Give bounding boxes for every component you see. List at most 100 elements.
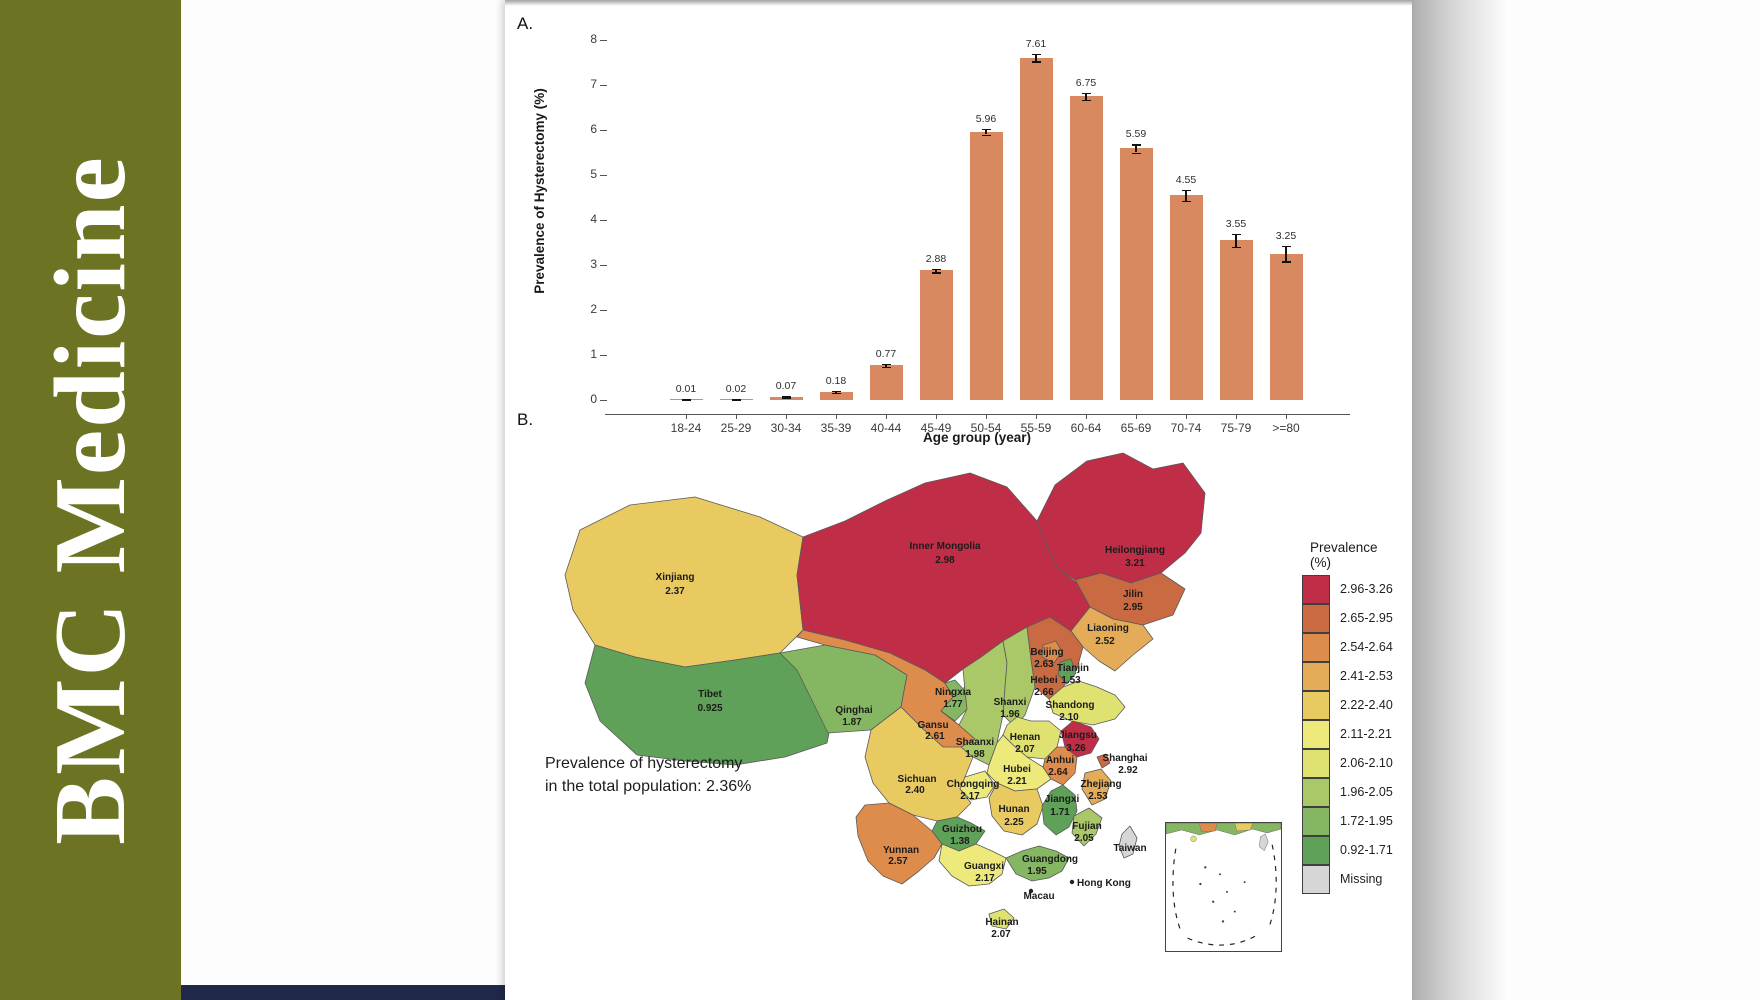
y-tick-mark xyxy=(600,265,607,267)
x-tick-mark xyxy=(1286,414,1288,419)
province-label: Beijing xyxy=(1030,647,1063,658)
province-label: Hunan xyxy=(998,804,1029,815)
province-shape-chongqing xyxy=(959,770,996,801)
bar-value-label: 5.59 xyxy=(1125,128,1147,141)
bar xyxy=(1169,195,1203,400)
x-tick-mark xyxy=(1086,414,1088,419)
bar-value-label: 0.77 xyxy=(875,348,897,360)
x-tick-label: 40-44 xyxy=(870,421,902,435)
y-tick-mark xyxy=(600,130,607,132)
bar-chart-plot-area: 0 1 2 3 4 5 6 7 8 0.01 18-24 0.02 25-29 0.07 30-34 0.18… xyxy=(590,0,1350,435)
inset-dash-line xyxy=(1267,844,1277,930)
error-bar xyxy=(1185,189,1187,201)
province-label: Ningxia xyxy=(935,687,972,698)
error-bar-cap xyxy=(881,366,891,369)
province-value: 2.64 xyxy=(1048,767,1068,778)
error-bar-cap xyxy=(1281,261,1291,263)
legend-label: 2.41-2.53 xyxy=(1340,669,1393,683)
error-bar-cap xyxy=(1181,189,1191,192)
error-bar-cap xyxy=(881,364,891,366)
panel-b-label: B. xyxy=(517,410,534,429)
province-label: Jiangxi xyxy=(1045,794,1080,805)
x-tick-mark xyxy=(886,414,888,419)
error-bar-cap xyxy=(1131,144,1141,146)
y-tick-label: 1 xyxy=(590,347,597,361)
inset-island-dots xyxy=(1199,866,1246,923)
y-tick-label: 8 xyxy=(590,32,597,46)
error-bar-cap xyxy=(1081,92,1091,95)
province-shape-shandong xyxy=(1048,680,1126,726)
x-tick-mark xyxy=(836,414,838,419)
inset-coast-patch xyxy=(1234,823,1253,832)
error-bar xyxy=(1285,246,1287,262)
y-tick-label: 5 xyxy=(590,167,597,181)
inset-coastline xyxy=(1166,823,1281,836)
y-tick-label: 6 xyxy=(590,122,597,136)
legend-swatch xyxy=(1302,691,1330,720)
x-axis-title: Age group (year) xyxy=(922,430,1031,445)
inset-taiwan xyxy=(1259,833,1269,852)
inset-dash-line xyxy=(1187,933,1259,946)
province-value: 1.38 xyxy=(950,836,970,847)
legend-label: 2.06-2.10 xyxy=(1340,756,1393,770)
province-value: 1.71 xyxy=(1050,807,1070,818)
province-label: Jilin xyxy=(1123,589,1143,600)
error-bar xyxy=(1135,144,1137,153)
province-label: Shaanxi xyxy=(956,737,995,748)
bar xyxy=(919,270,953,400)
x-tick-label: 65-69 xyxy=(1120,421,1152,435)
error-bar-cap xyxy=(681,399,691,401)
province-shape-zhejiang xyxy=(1081,768,1112,806)
page-edge-shadow xyxy=(1412,0,1508,1000)
province-value: 2.07 xyxy=(991,929,1011,940)
bar-value-label: 0.07 xyxy=(775,380,797,393)
legend-label: 1.72-1.95 xyxy=(1340,814,1393,828)
south-china-sea-inset xyxy=(1165,822,1282,952)
error-bar-cap xyxy=(731,398,741,401)
province-shape-tianjin xyxy=(1057,658,1077,685)
province-label: Zhejiang xyxy=(1080,779,1121,790)
inset-hainan xyxy=(1190,835,1197,842)
province-label: Guangxi xyxy=(964,861,1004,872)
bar-value-label: 7.61 xyxy=(1025,37,1047,50)
province-shape-beijing xyxy=(1041,640,1063,664)
legend-label: Missing xyxy=(1340,872,1383,886)
province-value: 2.52 xyxy=(1095,636,1115,647)
journal-title: BMC Medicine xyxy=(34,155,147,845)
error-bar-cap xyxy=(931,272,941,274)
legend-label: 2.11-2.21 xyxy=(1340,727,1392,741)
province-value: 1.98 xyxy=(965,749,985,760)
province-value: 2.25 xyxy=(1004,817,1024,828)
legend-swatch xyxy=(1302,575,1330,604)
bar xyxy=(1269,253,1303,400)
province-label: Tianjin xyxy=(1057,663,1089,674)
bar-value-label: 5.96 xyxy=(975,113,997,126)
province-value: 1.87 xyxy=(842,717,862,728)
province-label: Guangdong xyxy=(1022,854,1078,865)
legend-label: 0.92-1.71 xyxy=(1340,843,1393,857)
x-tick-label: 18-24 xyxy=(670,421,702,435)
x-tick-label: >=80 xyxy=(1272,421,1300,435)
province-value: 2.63 xyxy=(1034,659,1054,670)
error-bar-cap xyxy=(1031,53,1041,56)
legend-swatch xyxy=(1302,749,1330,778)
legend-swatch xyxy=(1302,807,1330,836)
province-label: Gansu xyxy=(917,720,948,731)
province-label: Chongqing xyxy=(947,779,1000,790)
province-value: 1.96 xyxy=(1000,709,1020,720)
bar-value-label: 2.88 xyxy=(925,252,947,265)
error-bar-cap xyxy=(1231,246,1241,248)
error-bar-cap xyxy=(981,129,991,131)
province-value: 1.77 xyxy=(943,699,963,710)
province-label: Hainan xyxy=(985,917,1018,928)
province-shape-fujian xyxy=(1071,807,1103,847)
error-bar-cap xyxy=(1031,61,1041,63)
x-tick-mark xyxy=(936,414,938,419)
province-value: 2.57 xyxy=(888,856,908,867)
note-line-1: Prevalence of hysterectomy xyxy=(545,755,743,772)
legend-label: 2.54-2.64 xyxy=(1340,640,1393,654)
bar xyxy=(969,131,1003,400)
y-tick-mark xyxy=(600,400,607,402)
province-label: Guizhou xyxy=(942,824,982,835)
